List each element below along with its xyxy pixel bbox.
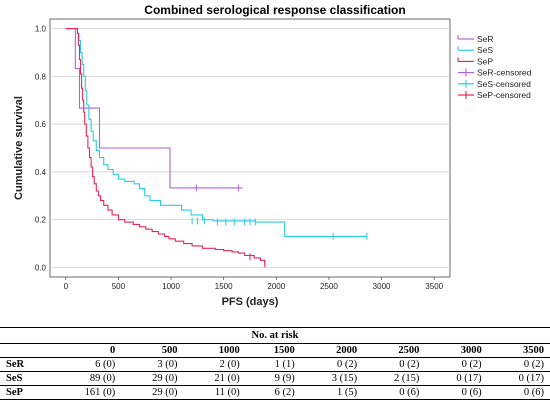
risk-table-column-header: 2000	[336, 345, 358, 356]
y-axis-label: Cumulative survival	[13, 96, 25, 200]
grid-lines	[50, 28, 450, 268]
legend-label: SeS-censored	[477, 79, 531, 89]
survival-curves	[65, 28, 368, 268]
risk-table-row: SeR 6 (0) 3 (0) 2 (0) 1 (1) 0 (2) 0 (2) 0 (2) 0 …	[0, 357, 550, 372]
risk-table-cell: 0 (17)	[487, 371, 550, 386]
kaplan-meier-chart: Combined serological response classifica…	[13, 3, 532, 308]
y-tick-label: 0.2	[35, 216, 47, 225]
risk-table-cell: 3 (15)	[300, 371, 364, 386]
risk-table-cell: 0 (17)	[425, 371, 488, 386]
risk-table-cell: 0 (2)	[425, 357, 488, 372]
risk-table-cell: 89 (0)	[50, 371, 122, 386]
risk-table-column-header: 1500	[273, 345, 295, 356]
risk-table-cell: 21 (0)	[183, 371, 246, 386]
risk-table-cell: 161 (0)	[50, 385, 122, 400]
x-tick-label: 500	[112, 282, 126, 291]
y-tick-label: 1.0	[35, 25, 47, 34]
x-tick-label: 1000	[162, 282, 180, 291]
risk-table-row: SeS 89 (0) 29 (0) 21 (0) 9 (9) 3 (15) 2 (15) 0 …	[0, 371, 550, 386]
risk-table-cell: 1 (5)	[300, 385, 364, 400]
x-tick-label: 2500	[320, 282, 338, 291]
risk-table-cell: 0 (6)	[363, 385, 426, 400]
risk-table-column-header: 500	[161, 345, 178, 356]
risk-table-cell: 9 (9)	[245, 371, 301, 386]
risk-table-cell: 29 (0)	[121, 371, 184, 386]
legend-label: SeP-censored	[477, 90, 531, 100]
risk-table-column-header: 1000	[218, 345, 240, 356]
risk-table-group-label: SeP	[0, 385, 51, 400]
risk-table-cell: 29 (0)	[121, 385, 184, 400]
risk-table-cell: 2 (0)	[183, 357, 246, 372]
risk-table-cell: 0 (2)	[363, 357, 426, 372]
risk-table-cell: 6 (0)	[50, 357, 122, 372]
curve-sep	[65, 28, 266, 264]
risk-table-column-header	[0, 344, 50, 358]
x-axis-label: PFS (days)	[222, 296, 279, 308]
risk-table-column-header: 3000	[460, 345, 482, 356]
legend-label: SeR-censored	[477, 68, 532, 78]
risk-table-column-header: 2500	[398, 345, 420, 356]
risk-table-column-header: 0	[109, 345, 116, 356]
x-tick-label: 2000	[267, 282, 285, 291]
risk-table-cell: 0 (6)	[487, 385, 550, 400]
risk-table-cell: 6 (2)	[245, 385, 301, 400]
risk-table-group-label: SeS	[0, 371, 51, 386]
y-tick-label: 0.0	[35, 263, 47, 272]
risk-table-cell: 1 (1)	[245, 357, 301, 372]
risk-table-row: SeP 161 (0) 29 (0) 11 (0) 6 (2) 1 (5) 0 (6) 0 (…	[0, 385, 550, 400]
legend-label: SeP	[477, 56, 493, 66]
risk-table-cell: 0 (2)	[487, 357, 550, 372]
x-tick-label: 3500	[425, 282, 443, 291]
curve-ser	[65, 28, 243, 189]
risk-table-caption-row: No. at risk	[0, 327, 550, 344]
legend-label: SeR	[477, 34, 494, 44]
risk-table-cell: 2 (15)	[363, 371, 426, 386]
risk-table-cell: 3 (0)	[121, 357, 184, 372]
risk-table-cell: 11 (0)	[183, 385, 246, 400]
risk-table-caption: No. at risk	[0, 327, 550, 344]
chart-title: Combined serological response classifica…	[144, 3, 405, 17]
x-tick-label: 3000	[373, 282, 391, 291]
risk-table-column-header: 3500	[523, 345, 544, 356]
y-tick-label: 0.6	[35, 120, 47, 129]
risk-table-header-row: 0 500 1000 1500 2000 2500 3000 3500	[0, 344, 550, 358]
y-tick-label: 0.4	[35, 168, 47, 177]
axis-ticks: 0.0 0.2 0.4 0.6 0.8 1.0 0 500 1000 1500 2000 2500 30…	[35, 25, 444, 291]
number-at-risk-table: No. at risk 0 500 1000 1500 2000 2500 3000 3500…	[0, 327, 550, 400]
curve-ses	[65, 28, 367, 237]
risk-table-group-label: SeR	[0, 357, 51, 372]
y-tick-label: 0.8	[35, 72, 47, 81]
risk-table-cell: 0 (6)	[425, 385, 488, 400]
x-tick-label: 0	[64, 282, 69, 291]
x-tick-label: 1500	[215, 282, 233, 291]
risk-table-cell: 0 (2)	[300, 357, 364, 372]
legend-label: SeS	[477, 45, 493, 55]
